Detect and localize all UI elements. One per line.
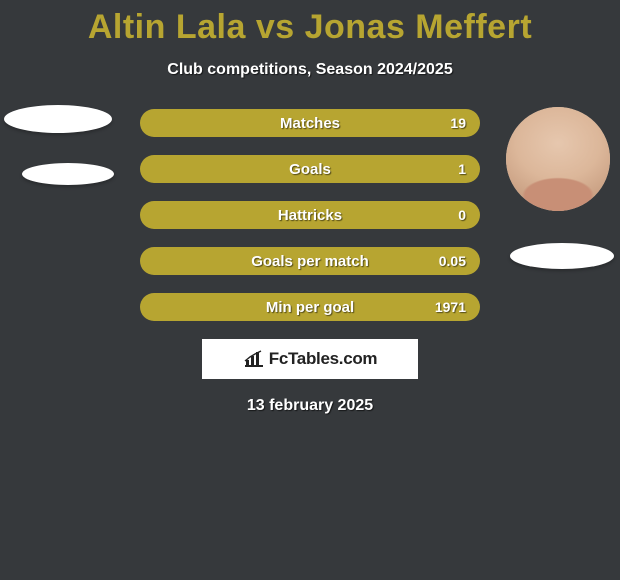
left-placeholder-ellipse-1 xyxy=(4,105,112,133)
stat-label: Min per goal xyxy=(266,299,354,316)
stat-bar-matches: Matches 19 xyxy=(140,109,480,137)
page-subtitle: Club competitions, Season 2024/2025 xyxy=(0,61,620,79)
stat-value: 0.05 xyxy=(439,253,466,269)
page-title: Altin Lala vs Jonas Meffert xyxy=(0,0,620,47)
logo-text: FcTables.com xyxy=(269,349,378,369)
bar-chart-icon xyxy=(243,350,265,368)
player-right-column xyxy=(500,109,620,269)
stat-value: 19 xyxy=(450,115,466,131)
stat-value: 1971 xyxy=(435,299,466,315)
stat-bar-gpm: Goals per match 0.05 xyxy=(140,247,480,275)
stat-bar-hattricks: Hattricks 0 xyxy=(140,201,480,229)
stat-value: 1 xyxy=(458,161,466,177)
logo-box: FcTables.com xyxy=(202,339,418,379)
avatar xyxy=(506,107,610,211)
left-placeholder-ellipse-2 xyxy=(22,163,114,185)
stat-label: Hattricks xyxy=(278,207,342,224)
stat-label: Goals xyxy=(289,161,331,178)
stat-value: 0 xyxy=(458,207,466,223)
date-text: 13 february 2025 xyxy=(0,397,620,415)
stat-bars: Matches 19 Goals 1 Hattricks 0 Goals per… xyxy=(140,109,480,321)
comparison-infographic: Altin Lala vs Jonas Meffert Club competi… xyxy=(0,0,620,580)
compare-area: Matches 19 Goals 1 Hattricks 0 Goals per… xyxy=(0,109,620,321)
player-left-column xyxy=(0,109,120,185)
avatar-placeholder-icon xyxy=(506,107,610,211)
stat-label: Matches xyxy=(280,115,340,132)
stat-bar-goals: Goals 1 xyxy=(140,155,480,183)
right-placeholder-ellipse xyxy=(510,243,614,269)
stat-bar-mpg: Min per goal 1971 xyxy=(140,293,480,321)
stat-label: Goals per match xyxy=(251,253,369,270)
